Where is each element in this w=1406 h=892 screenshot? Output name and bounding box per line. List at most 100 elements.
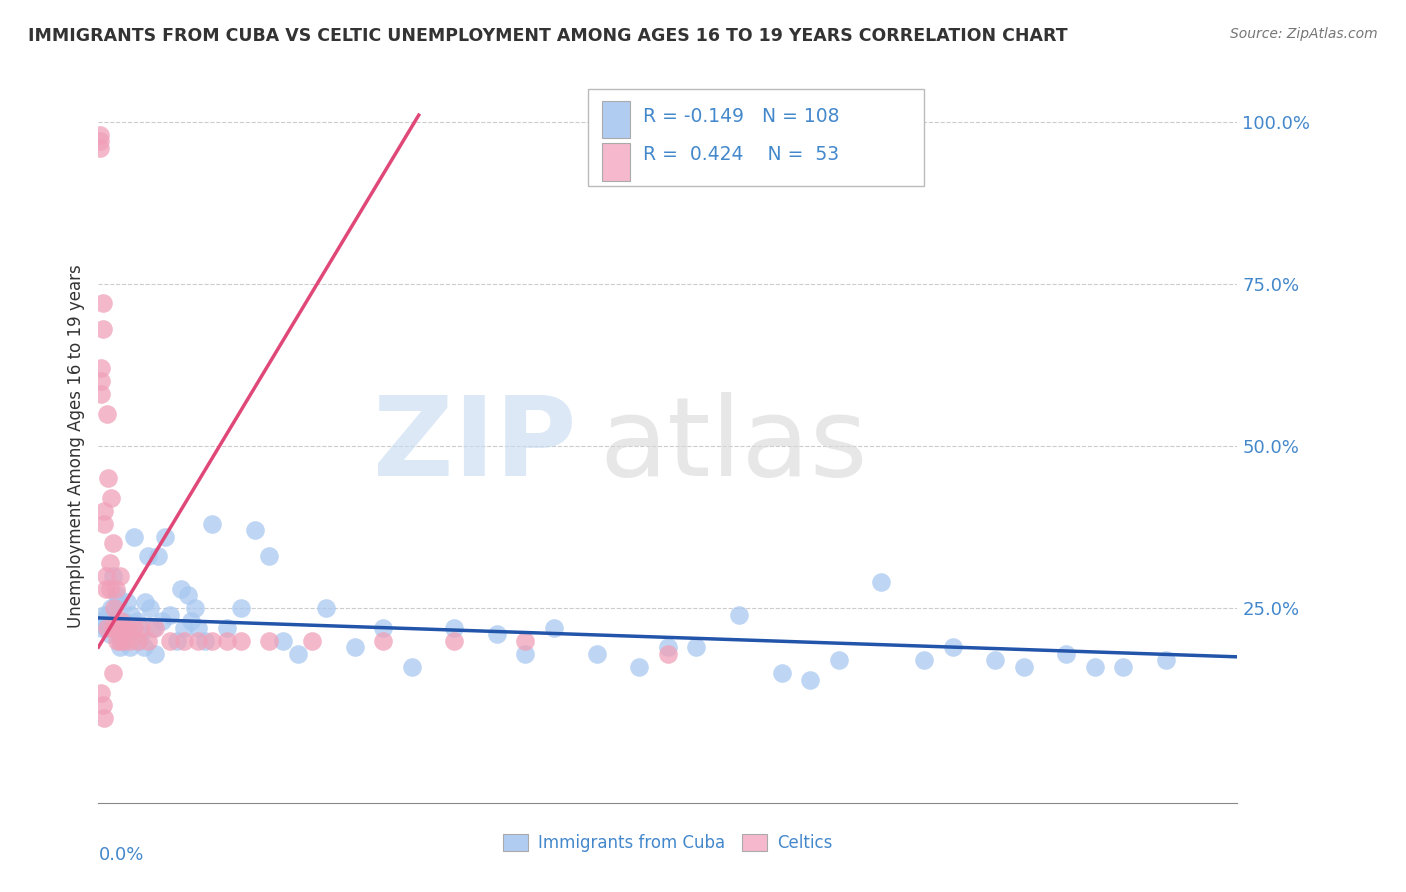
Point — [118, 633, 141, 648]
Point — [187, 633, 209, 648]
Point — [166, 633, 188, 648]
Point — [104, 582, 127, 596]
Point — [159, 607, 181, 622]
Point — [1056, 647, 1078, 661]
Point — [215, 621, 238, 635]
Point — [984, 653, 1007, 667]
Point — [115, 621, 138, 635]
Text: Source: ZipAtlas.com: Source: ZipAtlas.com — [1230, 27, 1378, 41]
Point — [97, 614, 120, 628]
Point — [585, 647, 607, 661]
Point — [1012, 659, 1035, 673]
Point — [104, 621, 127, 635]
Point — [122, 621, 145, 635]
Point — [515, 647, 537, 661]
Point — [127, 633, 149, 648]
Point — [107, 595, 129, 609]
Point — [91, 296, 114, 310]
Point — [115, 595, 138, 609]
Point — [194, 633, 217, 648]
Point — [125, 614, 148, 628]
Point — [93, 516, 115, 531]
Point — [486, 627, 509, 641]
Point — [107, 621, 129, 635]
Point — [98, 582, 121, 596]
Point — [343, 640, 366, 654]
Point — [912, 653, 935, 667]
Point — [373, 633, 395, 648]
Point — [112, 633, 135, 648]
Text: IMMIGRANTS FROM CUBA VS CELTIC UNEMPLOYMENT AMONG AGES 16 TO 19 YEARS CORRELATIO: IMMIGRANTS FROM CUBA VS CELTIC UNEMPLOYM… — [28, 27, 1067, 45]
FancyBboxPatch shape — [602, 101, 630, 137]
Point — [259, 633, 281, 648]
Point — [120, 607, 142, 622]
Point — [97, 471, 120, 485]
Point — [121, 621, 143, 635]
Point — [134, 595, 156, 609]
Point — [108, 568, 131, 582]
Point — [215, 633, 238, 648]
Point — [105, 633, 128, 648]
Point — [114, 621, 136, 635]
Point — [118, 640, 141, 654]
Point — [515, 633, 537, 648]
Point — [152, 614, 174, 628]
Point — [138, 601, 160, 615]
Point — [173, 633, 195, 648]
Point — [89, 128, 111, 142]
Point — [129, 627, 152, 641]
Point — [91, 698, 114, 713]
Legend: Immigrants from Cuba, Celtics: Immigrants from Cuba, Celtics — [496, 827, 839, 859]
Point — [90, 387, 112, 401]
Point — [229, 601, 252, 615]
Point — [94, 582, 117, 596]
Point — [90, 685, 112, 699]
Point — [148, 549, 170, 564]
Text: R = -0.149   N = 108: R = -0.149 N = 108 — [643, 107, 839, 126]
Point — [543, 621, 565, 635]
Point — [145, 647, 167, 661]
Point — [942, 640, 965, 654]
Point — [132, 640, 155, 654]
Point — [799, 673, 821, 687]
Point — [201, 633, 224, 648]
Text: 0.0%: 0.0% — [98, 846, 143, 863]
Point — [94, 568, 117, 582]
Point — [98, 627, 121, 641]
FancyBboxPatch shape — [602, 144, 630, 180]
Point — [159, 633, 181, 648]
Point — [90, 621, 112, 635]
Point — [401, 659, 423, 673]
Point — [315, 601, 337, 615]
Point — [155, 530, 177, 544]
Point — [101, 621, 124, 635]
Point — [657, 640, 679, 654]
Point — [136, 633, 159, 648]
Point — [443, 633, 465, 648]
Point — [728, 607, 751, 622]
Point — [259, 549, 281, 564]
Point — [301, 633, 323, 648]
Point — [94, 621, 117, 635]
Point — [229, 633, 252, 648]
Point — [177, 588, 200, 602]
Point — [287, 647, 309, 661]
Point — [145, 621, 167, 635]
Text: atlas: atlas — [599, 392, 868, 500]
Point — [657, 647, 679, 661]
Point — [105, 588, 128, 602]
FancyBboxPatch shape — [588, 89, 924, 186]
Point — [828, 653, 851, 667]
Point — [122, 530, 145, 544]
Point — [184, 601, 207, 615]
Point — [91, 322, 114, 336]
Point — [103, 621, 125, 635]
Text: R =  0.424    N =  53: R = 0.424 N = 53 — [643, 145, 839, 164]
Text: ZIP: ZIP — [374, 392, 576, 500]
Point — [628, 659, 651, 673]
Point — [1084, 659, 1107, 673]
Point — [100, 601, 122, 615]
Point — [91, 614, 114, 628]
Point — [243, 524, 266, 538]
Point — [770, 666, 793, 681]
